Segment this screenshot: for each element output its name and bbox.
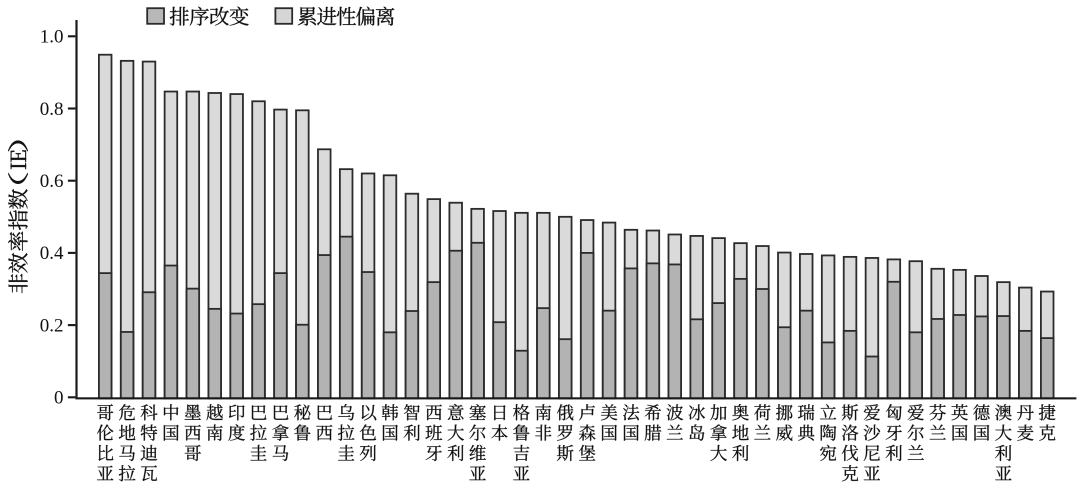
svg-text:0.8: 0.8 bbox=[40, 99, 64, 120]
svg-text:0: 0 bbox=[54, 388, 64, 409]
svg-text:1.0: 1.0 bbox=[40, 27, 64, 48]
svg-text:0.4: 0.4 bbox=[40, 243, 64, 264]
svg-text:0.2: 0.2 bbox=[40, 315, 64, 336]
svg-text:0.6: 0.6 bbox=[40, 171, 64, 192]
